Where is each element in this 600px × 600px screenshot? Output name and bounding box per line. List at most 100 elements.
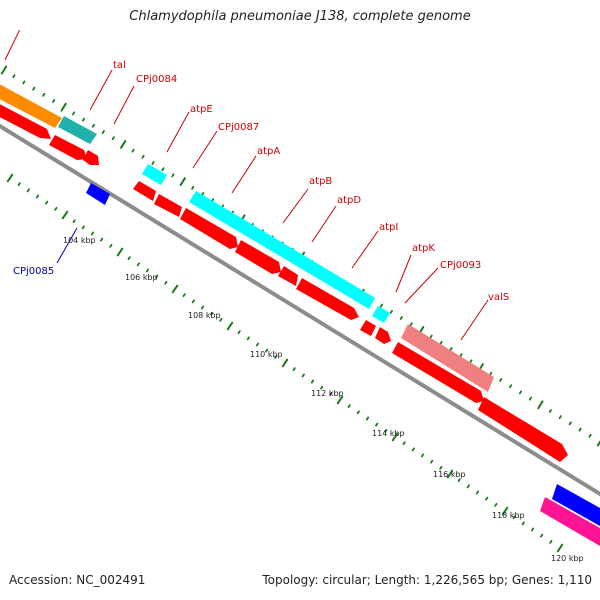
- gene-arrow-CPj0084[interactable]: [83, 150, 99, 165]
- inner-tick-ring: [6, 173, 564, 553]
- tick-label-114: 114 kbp: [372, 429, 405, 438]
- outer-minor-tick: [52, 99, 56, 103]
- gene-label-atpI[interactable]: atpI: [379, 222, 398, 233]
- inner-minor-tick: [164, 280, 168, 285]
- inner-minor-tick: [72, 219, 76, 224]
- gene-bar-atpK[interactable]: [372, 306, 390, 323]
- gene-label-atpA[interactable]: atpA: [257, 146, 280, 157]
- inner-minor-tick: [292, 367, 296, 372]
- inner-major-tick: [556, 543, 564, 553]
- gene-arrow-atpK[interactable]: [360, 320, 376, 336]
- gene-arrow-CPj0093[interactable]: [375, 327, 391, 344]
- inner-minor-tick: [90, 231, 95, 236]
- outer-minor-tick: [429, 334, 433, 339]
- outer-minor-tick: [101, 130, 105, 134]
- gene-bar-rpoC[interactable]: [0, 79, 62, 128]
- gene-arrow-reverse-right[interactable]: [552, 484, 600, 526]
- outer-minor-tick: [389, 309, 393, 314]
- gene-arrow-CPj0087[interactable]: [154, 194, 182, 217]
- gene-arrow-rpoC[interactable]: [0, 99, 51, 139]
- inner-minor-tick: [210, 311, 214, 316]
- gene-arrow-atpE[interactable]: [133, 181, 156, 201]
- gene-label-CPj0093[interactable]: CPj0093: [440, 260, 481, 271]
- inner-major-tick: [391, 432, 399, 442]
- outer-minor-tick: [91, 123, 95, 128]
- gene-bar-atpA[interactable]: [189, 191, 375, 309]
- gene-bar-atpE[interactable]: [142, 164, 167, 185]
- outer-minor-tick: [42, 92, 46, 97]
- gene-label-CPj0087[interactable]: CPj0087: [218, 122, 259, 133]
- outer-minor-tick: [201, 192, 205, 196]
- gene-label-rpoC[interactable]: rpoC: [26, 12, 50, 23]
- gene-label-CPj0085[interactable]: CPj0085: [13, 266, 54, 277]
- gene-arrow-atpA[interactable]: [180, 208, 238, 249]
- gene-arrow-atpD[interactable]: [278, 266, 298, 286]
- inner-minor-tick: [136, 262, 140, 267]
- gene-label-valS[interactable]: valS: [488, 292, 509, 303]
- outer-minor-tick: [191, 185, 195, 190]
- inner-minor-tick: [54, 206, 58, 211]
- gene-label-atpB[interactable]: atpB: [309, 176, 332, 187]
- inner-minor-tick: [310, 379, 315, 384]
- gene-arrow-tal[interactable]: [49, 135, 87, 160]
- outer-minor-tick: [499, 378, 503, 382]
- inner-minor-tick: [246, 336, 250, 341]
- inner-major-tick: [501, 506, 509, 516]
- gene-bar-tal[interactable]: [58, 116, 97, 144]
- outer-minor-tick: [518, 390, 523, 395]
- inner-minor-tick: [320, 385, 324, 390]
- outer-minor-tick: [489, 371, 493, 376]
- inner-minor-tick: [494, 502, 498, 507]
- outer-minor-tick: [131, 148, 135, 153]
- gene-arrow-valS[interactable]: [392, 342, 484, 403]
- inner-minor-tick: [439, 465, 443, 470]
- inner-minor-tick: [237, 330, 241, 335]
- outer-minor-tick: [171, 173, 175, 178]
- gene-arrow-atpI[interactable]: [296, 278, 359, 320]
- outer-minor-tick: [588, 433, 592, 438]
- outer-major-tick: [0, 65, 8, 75]
- inner-minor-tick: [191, 299, 195, 304]
- outer-major-tick: [60, 102, 67, 112]
- inner-minor-tick: [255, 342, 260, 347]
- inner-minor-tick: [219, 317, 223, 322]
- inner-minor-tick: [81, 225, 85, 230]
- inner-minor-tick: [466, 484, 470, 489]
- inner-major-tick: [226, 321, 234, 331]
- tick-label-104: 104 kbp: [63, 236, 96, 245]
- gene-arrow-atpB[interactable]: [235, 240, 281, 274]
- gene-bar-valS[interactable]: [401, 324, 494, 392]
- outer-minor-tick: [151, 161, 155, 165]
- inner-minor-tick: [384, 428, 388, 433]
- inner-minor-tick: [457, 478, 461, 483]
- tick-label-110: 110 kbp: [250, 350, 283, 359]
- inner-major-tick: [171, 284, 179, 294]
- outer-minor-tick: [459, 353, 463, 358]
- inner-minor-tick: [100, 237, 104, 242]
- outer-minor-tick: [81, 117, 86, 122]
- gene-arrow-CPj0085[interactable]: [86, 183, 110, 205]
- gene-label-atpK[interactable]: atpK: [412, 243, 435, 254]
- inner-major-tick: [6, 173, 14, 183]
- inner-major-tick: [116, 247, 124, 257]
- gene-arrow-downstream[interactable]: [478, 397, 568, 462]
- gene-label-tal[interactable]: tal: [113, 60, 126, 71]
- inner-minor-tick: [274, 354, 278, 359]
- leader-lines: [4, 30, 489, 341]
- outer-minor-tick: [469, 359, 473, 364]
- gene-arrow-misc-right[interactable]: [540, 497, 600, 546]
- genome-backbone: [0, 123, 600, 497]
- outer-minor-tick: [568, 421, 572, 426]
- inner-minor-tick: [356, 410, 360, 415]
- outer-minor-tick: [12, 74, 16, 79]
- outer-major-tick: [596, 440, 600, 447]
- inner-minor-tick: [109, 243, 113, 248]
- inner-minor-tick: [365, 416, 370, 421]
- accession-label: Accession: NC_002491: [9, 573, 146, 587]
- gene-label-atpE[interactable]: atpE: [190, 104, 213, 115]
- outer-minor-tick: [22, 80, 26, 85]
- gene-label-atpD[interactable]: atpD: [337, 195, 361, 206]
- gene-label-CPj0084[interactable]: CPj0084: [136, 74, 177, 85]
- outer-minor-tick: [548, 409, 552, 413]
- outer-minor-tick: [141, 154, 145, 159]
